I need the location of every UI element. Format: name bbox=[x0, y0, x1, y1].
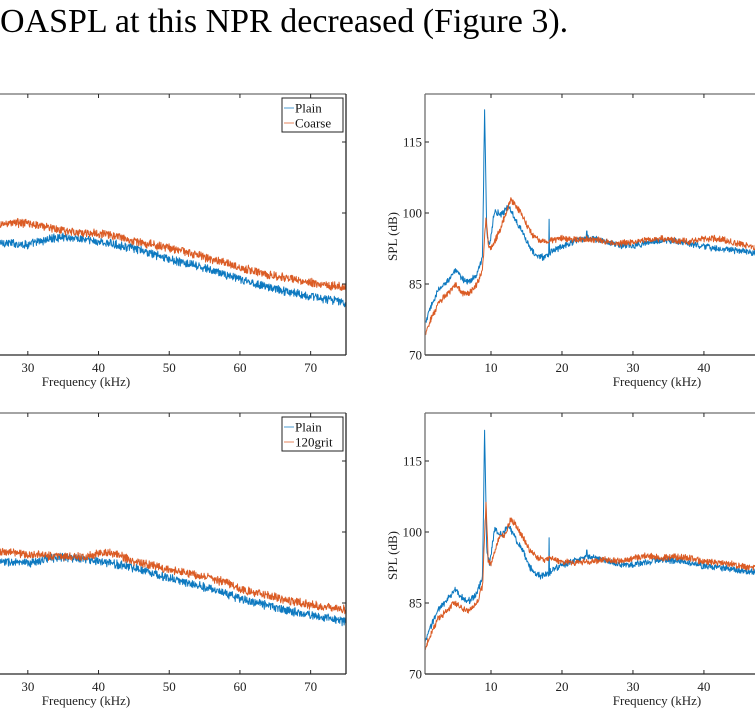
x-tick-label: 40 bbox=[697, 360, 710, 375]
series-group bbox=[425, 429, 755, 651]
x-tick-label: 30 bbox=[21, 360, 34, 375]
series-group bbox=[0, 217, 346, 308]
x-tick-label: 20 bbox=[555, 679, 568, 694]
series-line-120grit bbox=[425, 501, 755, 651]
legend-entry: Plain bbox=[295, 420, 322, 435]
x-tick-label: 50 bbox=[163, 679, 176, 694]
series-line-plain bbox=[0, 232, 346, 308]
x-tick-label: 10 bbox=[485, 360, 498, 375]
series-group bbox=[425, 109, 755, 336]
x-tick-label: 40 bbox=[92, 679, 105, 694]
y-tick-label: 115 bbox=[403, 454, 422, 469]
x-axis-label: Frequency (kHz) bbox=[613, 374, 701, 389]
x-tick-label: 50 bbox=[163, 360, 176, 375]
x-tick-label: 30 bbox=[626, 679, 639, 694]
series-line-120grit bbox=[0, 547, 346, 615]
caption-text: OASPL at this NPR decreased (Figure 3). bbox=[0, 3, 569, 40]
y-tick-label: 85 bbox=[409, 596, 422, 611]
y-tick-label: 70 bbox=[409, 348, 422, 363]
y-tick-label: 70 bbox=[409, 667, 422, 682]
x-tick-label: 70 bbox=[304, 679, 317, 694]
x-tick-label: 10 bbox=[485, 679, 498, 694]
legend-box bbox=[281, 416, 344, 452]
series-line-coarse bbox=[0, 217, 346, 292]
x-tick-label: 40 bbox=[92, 360, 105, 375]
y-tick-label: 100 bbox=[403, 525, 423, 540]
legend-entry: Coarse bbox=[295, 116, 331, 131]
legend-entry: 120grit bbox=[295, 435, 333, 450]
series-line-coarse bbox=[425, 197, 755, 336]
series-group bbox=[0, 547, 346, 627]
y-axis-label: SPL (dB) bbox=[385, 212, 400, 261]
y-axis-label: SPL (dB) bbox=[385, 531, 400, 580]
axes: 30 40 50 60 70 Frequency (kHz) bbox=[0, 412, 347, 708]
series-line-plain bbox=[425, 109, 755, 323]
y-tick-label: 100 bbox=[403, 206, 423, 221]
series-line-plain bbox=[0, 552, 346, 627]
x-tick-label: 20 bbox=[555, 360, 568, 375]
axes: 30 40 50 60 70 Frequency (kHz) bbox=[0, 93, 347, 389]
x-tick-label: 60 bbox=[233, 679, 246, 694]
x-axis-label: Frequency (kHz) bbox=[42, 374, 130, 389]
x-axis-label: Frequency (kHz) bbox=[613, 693, 701, 708]
y-tick-label: 115 bbox=[403, 135, 422, 150]
x-tick-label: 30 bbox=[626, 360, 639, 375]
x-axis-label: Frequency (kHz) bbox=[42, 693, 130, 708]
x-tick-label: 60 bbox=[233, 360, 246, 375]
x-tick-label: 40 bbox=[697, 679, 710, 694]
x-tick-label: 30 bbox=[21, 679, 34, 694]
y-tick-label: 85 bbox=[409, 277, 422, 292]
legend-box bbox=[281, 97, 344, 133]
legend-entry: Plain bbox=[295, 101, 322, 116]
x-tick-label: 70 bbox=[304, 360, 317, 375]
series-line-plain bbox=[425, 429, 755, 643]
